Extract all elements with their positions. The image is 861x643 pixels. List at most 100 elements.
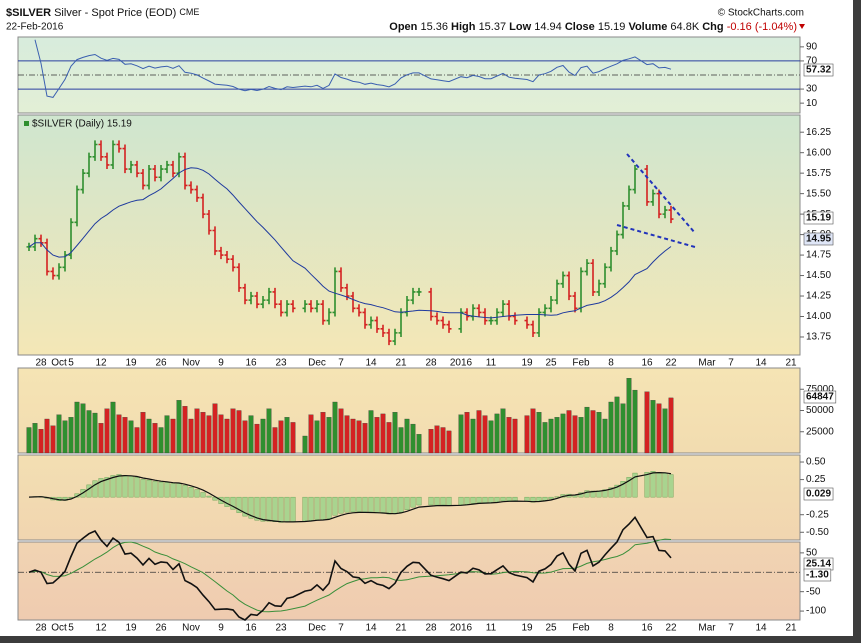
volume-bar	[644, 391, 650, 454]
macd-histogram	[440, 496, 446, 506]
x-tick-label: Nov	[182, 623, 200, 634]
macd-histogram	[476, 496, 482, 503]
price-bar	[290, 300, 296, 313]
macd-histogram	[158, 481, 164, 498]
volume-bar	[290, 422, 296, 454]
price-bar	[494, 308, 500, 325]
rsi-line	[34, 39, 672, 98]
macd-histogram	[344, 496, 350, 513]
macd-histogram	[644, 472, 650, 498]
volume-bar	[266, 408, 272, 454]
volume-bar	[398, 427, 404, 454]
x-tick-label: 28	[35, 358, 47, 369]
macd-histogram	[176, 483, 182, 498]
volume-bar	[650, 400, 656, 454]
last-price-label-box	[803, 211, 834, 225]
volume-bar	[188, 418, 194, 454]
y-tick-label: 14.00	[806, 311, 831, 322]
x-tick-label: 21	[785, 358, 797, 369]
price-bar	[356, 304, 362, 317]
macd-histogram	[98, 478, 104, 498]
stat-value: 64.8K	[670, 21, 699, 33]
price-bar	[134, 160, 140, 178]
volume-bar	[128, 420, 134, 454]
price-bar	[590, 259, 596, 297]
macd-histogram	[590, 490, 596, 498]
price-bar	[524, 316, 530, 329]
price-bar	[50, 267, 56, 280]
volume-bar	[428, 429, 434, 454]
x-tick-label: 23	[275, 623, 287, 634]
x-tick-label: 7	[728, 623, 734, 634]
volume-bar	[80, 403, 86, 454]
x-tick-label: 12	[95, 358, 107, 369]
price-bar	[272, 287, 278, 309]
x-tick-label: Mar	[698, 623, 716, 634]
price-bar	[482, 308, 488, 325]
price-bar	[242, 283, 248, 305]
macd-histogram	[182, 485, 188, 498]
price-bar	[362, 308, 368, 329]
volume-bar	[206, 415, 212, 454]
x-tick-label: 14	[365, 623, 377, 634]
price-bar	[614, 230, 620, 256]
macd-histogram	[134, 477, 140, 498]
volume-bar	[572, 415, 578, 454]
panel-background	[17, 541, 801, 621]
panel-background	[17, 114, 801, 356]
last-macd-label-box	[803, 487, 834, 501]
volume-bar	[200, 412, 206, 454]
last-volume-label-box	[803, 390, 837, 404]
volume-bar	[110, 401, 116, 454]
price-bar	[428, 287, 434, 321]
price-bar	[446, 320, 452, 333]
volume-bar	[242, 420, 248, 454]
x-tick-label: 19	[521, 623, 533, 634]
volume-bar	[50, 425, 56, 454]
price-bar	[110, 140, 116, 170]
volume-bar	[662, 408, 668, 454]
x-tick-label: 21	[785, 623, 797, 634]
oscillator-line	[28, 515, 672, 621]
macd-histogram	[236, 496, 242, 513]
last-oscillator-label: 25.14	[806, 559, 831, 570]
symbol: $SILVER	[6, 7, 51, 19]
price-bar	[212, 226, 218, 256]
y-tick-label: -0.50	[806, 527, 829, 538]
volume-bar	[578, 417, 584, 454]
x-tick-label: 16	[641, 623, 653, 634]
volume-bar	[254, 423, 260, 454]
price-bar	[668, 205, 674, 224]
header-date: 22-Feb-2016	[6, 22, 64, 33]
y-tick-label: 0.25	[806, 474, 826, 485]
macd-histogram	[512, 496, 518, 502]
x-tick-label: 9	[218, 623, 224, 634]
price-bar	[620, 201, 626, 239]
macd-histogram	[650, 471, 656, 498]
volume-bar	[176, 400, 182, 454]
volume-bar	[488, 420, 494, 454]
price-bar	[386, 328, 392, 346]
price-bar	[104, 152, 110, 170]
volume-bar	[146, 418, 152, 454]
macd-histogram	[140, 479, 146, 498]
volume-bar	[326, 417, 332, 454]
macd-histogram	[194, 489, 200, 498]
price-bar	[374, 316, 380, 333]
macd-histogram	[434, 496, 440, 506]
macd-histogram	[482, 496, 488, 503]
volume-bar	[668, 397, 674, 454]
panels: 13.7514.0014.2514.5014.7515.0015.2515.50…	[17, 36, 837, 634]
price-bar	[128, 160, 134, 174]
macd-histogram	[404, 496, 410, 510]
volume-bar	[164, 415, 170, 454]
volume-bar	[374, 417, 380, 454]
macd-histogram	[332, 496, 338, 516]
price-bar	[656, 189, 662, 219]
price-bar	[56, 263, 62, 280]
volume-bar	[134, 427, 140, 454]
x-tick-label: Oct	[51, 623, 67, 634]
ma-label: 14.95	[806, 234, 831, 245]
volume-bar	[98, 423, 104, 454]
price-bar	[500, 300, 506, 317]
